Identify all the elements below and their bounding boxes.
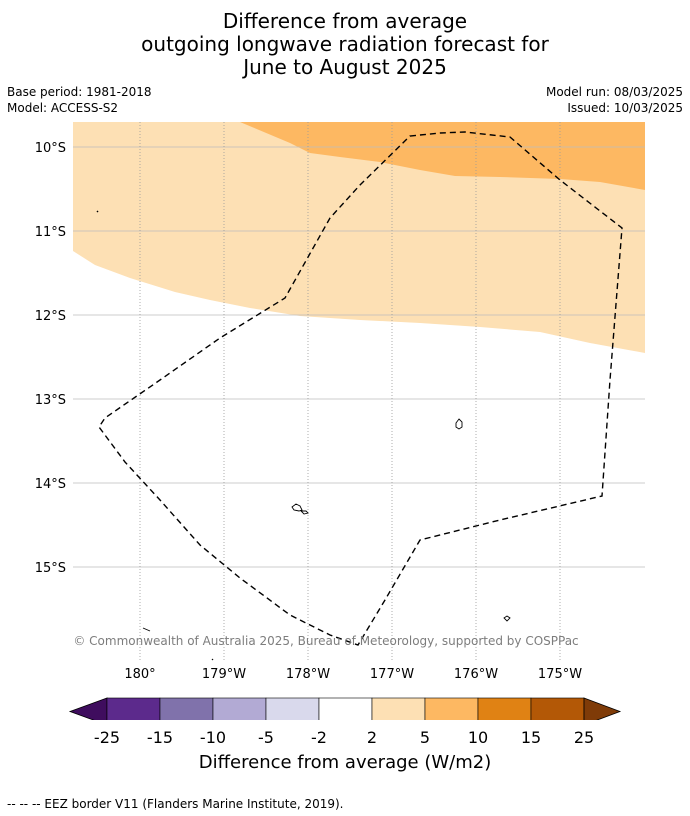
anomaly-band-5-10: [240, 122, 645, 190]
model-run: Model run: 08/03/2025: [545, 85, 683, 99]
base-period: Base period: 1981-2018: [7, 85, 152, 99]
colorbar: [68, 697, 622, 720]
lat-label: 11°S: [35, 225, 66, 240]
title-line-1: Difference from average: [222, 9, 468, 33]
longitude-labels: 180° 179°W 178°W 177°W 176°W 175°W: [124, 667, 582, 682]
lon-label: 175°W: [538, 667, 582, 682]
colorbar-title: Difference from average (W/m2): [198, 752, 492, 773]
colorbar-segment: [530, 697, 585, 720]
lat-label: 15°S: [35, 561, 66, 576]
colorbar-tick: 15: [520, 728, 542, 747]
lat-label: 14°S: [35, 477, 66, 492]
colorbar-segment: [265, 697, 320, 720]
island-north: [96, 210, 99, 213]
island-wallis: [455, 418, 463, 430]
title-line-3: June to August 2025: [243, 55, 447, 79]
latitude-labels: 10°S 11°S 12°S 13°S 14°S 15°S: [35, 141, 66, 576]
lon-label: 179°W: [202, 667, 246, 682]
colorbar-segment: [159, 697, 214, 720]
lon-label: 176°W: [454, 667, 498, 682]
eez-border: [98, 131, 623, 646]
lat-label: 13°S: [35, 393, 66, 408]
colorbar-tick: -2: [311, 728, 327, 747]
issued-date: Issued: 10/03/2025: [567, 101, 683, 115]
meta-left: Base period: 1981-2018 Model: ACCESS-S2: [7, 84, 152, 116]
model-name: Model: ACCESS-S2: [7, 101, 119, 115]
colorbar-segment: [424, 697, 479, 720]
copyright-notice: © Commonwealth of Australia 2025, Bureau…: [73, 634, 578, 648]
colorbar-segment: [477, 697, 532, 720]
colorbar-segment: [212, 697, 267, 720]
colorbar-tick: 5: [419, 728, 431, 747]
island-southwest: [142, 627, 151, 632]
colorbar-tick: -25: [93, 728, 121, 747]
title-line-2: outgoing longwave radiation forecast for: [141, 32, 549, 56]
colorbar-tick: -10: [199, 728, 227, 747]
eez-legend-note: -- -- -- EEZ border V11 (Flanders Marine…: [7, 797, 344, 811]
anomaly-band-2-5: [73, 122, 645, 353]
island-cluster: [291, 503, 309, 515]
meta-right: Model run: 08/03/2025 Issued: 10/03/2025: [546, 84, 683, 116]
colorbar-segment: [371, 697, 426, 720]
colorbar-extend-high: [583, 697, 622, 720]
forecast-map: © Commonwealth of Australia 2025, Bureau…: [35, 122, 645, 720]
lon-label: 180°: [124, 667, 155, 682]
colorbar-tick: 10: [467, 728, 489, 747]
colorbar-extend-low: [68, 697, 108, 720]
island-southeast: [503, 615, 511, 622]
colorbar-segment: [106, 697, 161, 720]
colorbar-tick: -15: [146, 728, 174, 747]
lon-label: 178°W: [286, 667, 330, 682]
island-south: [211, 658, 214, 661]
lat-label: 12°S: [35, 309, 66, 324]
lon-label: 177°W: [370, 667, 414, 682]
colorbar-tick: 25: [573, 728, 595, 747]
colorbar-tick: 2: [366, 728, 378, 747]
lat-label: 10°S: [35, 141, 66, 156]
latitude-gridlines: [73, 146, 645, 568]
colorbar-tick: -5: [258, 728, 274, 747]
colorbar-segment: [318, 697, 373, 720]
